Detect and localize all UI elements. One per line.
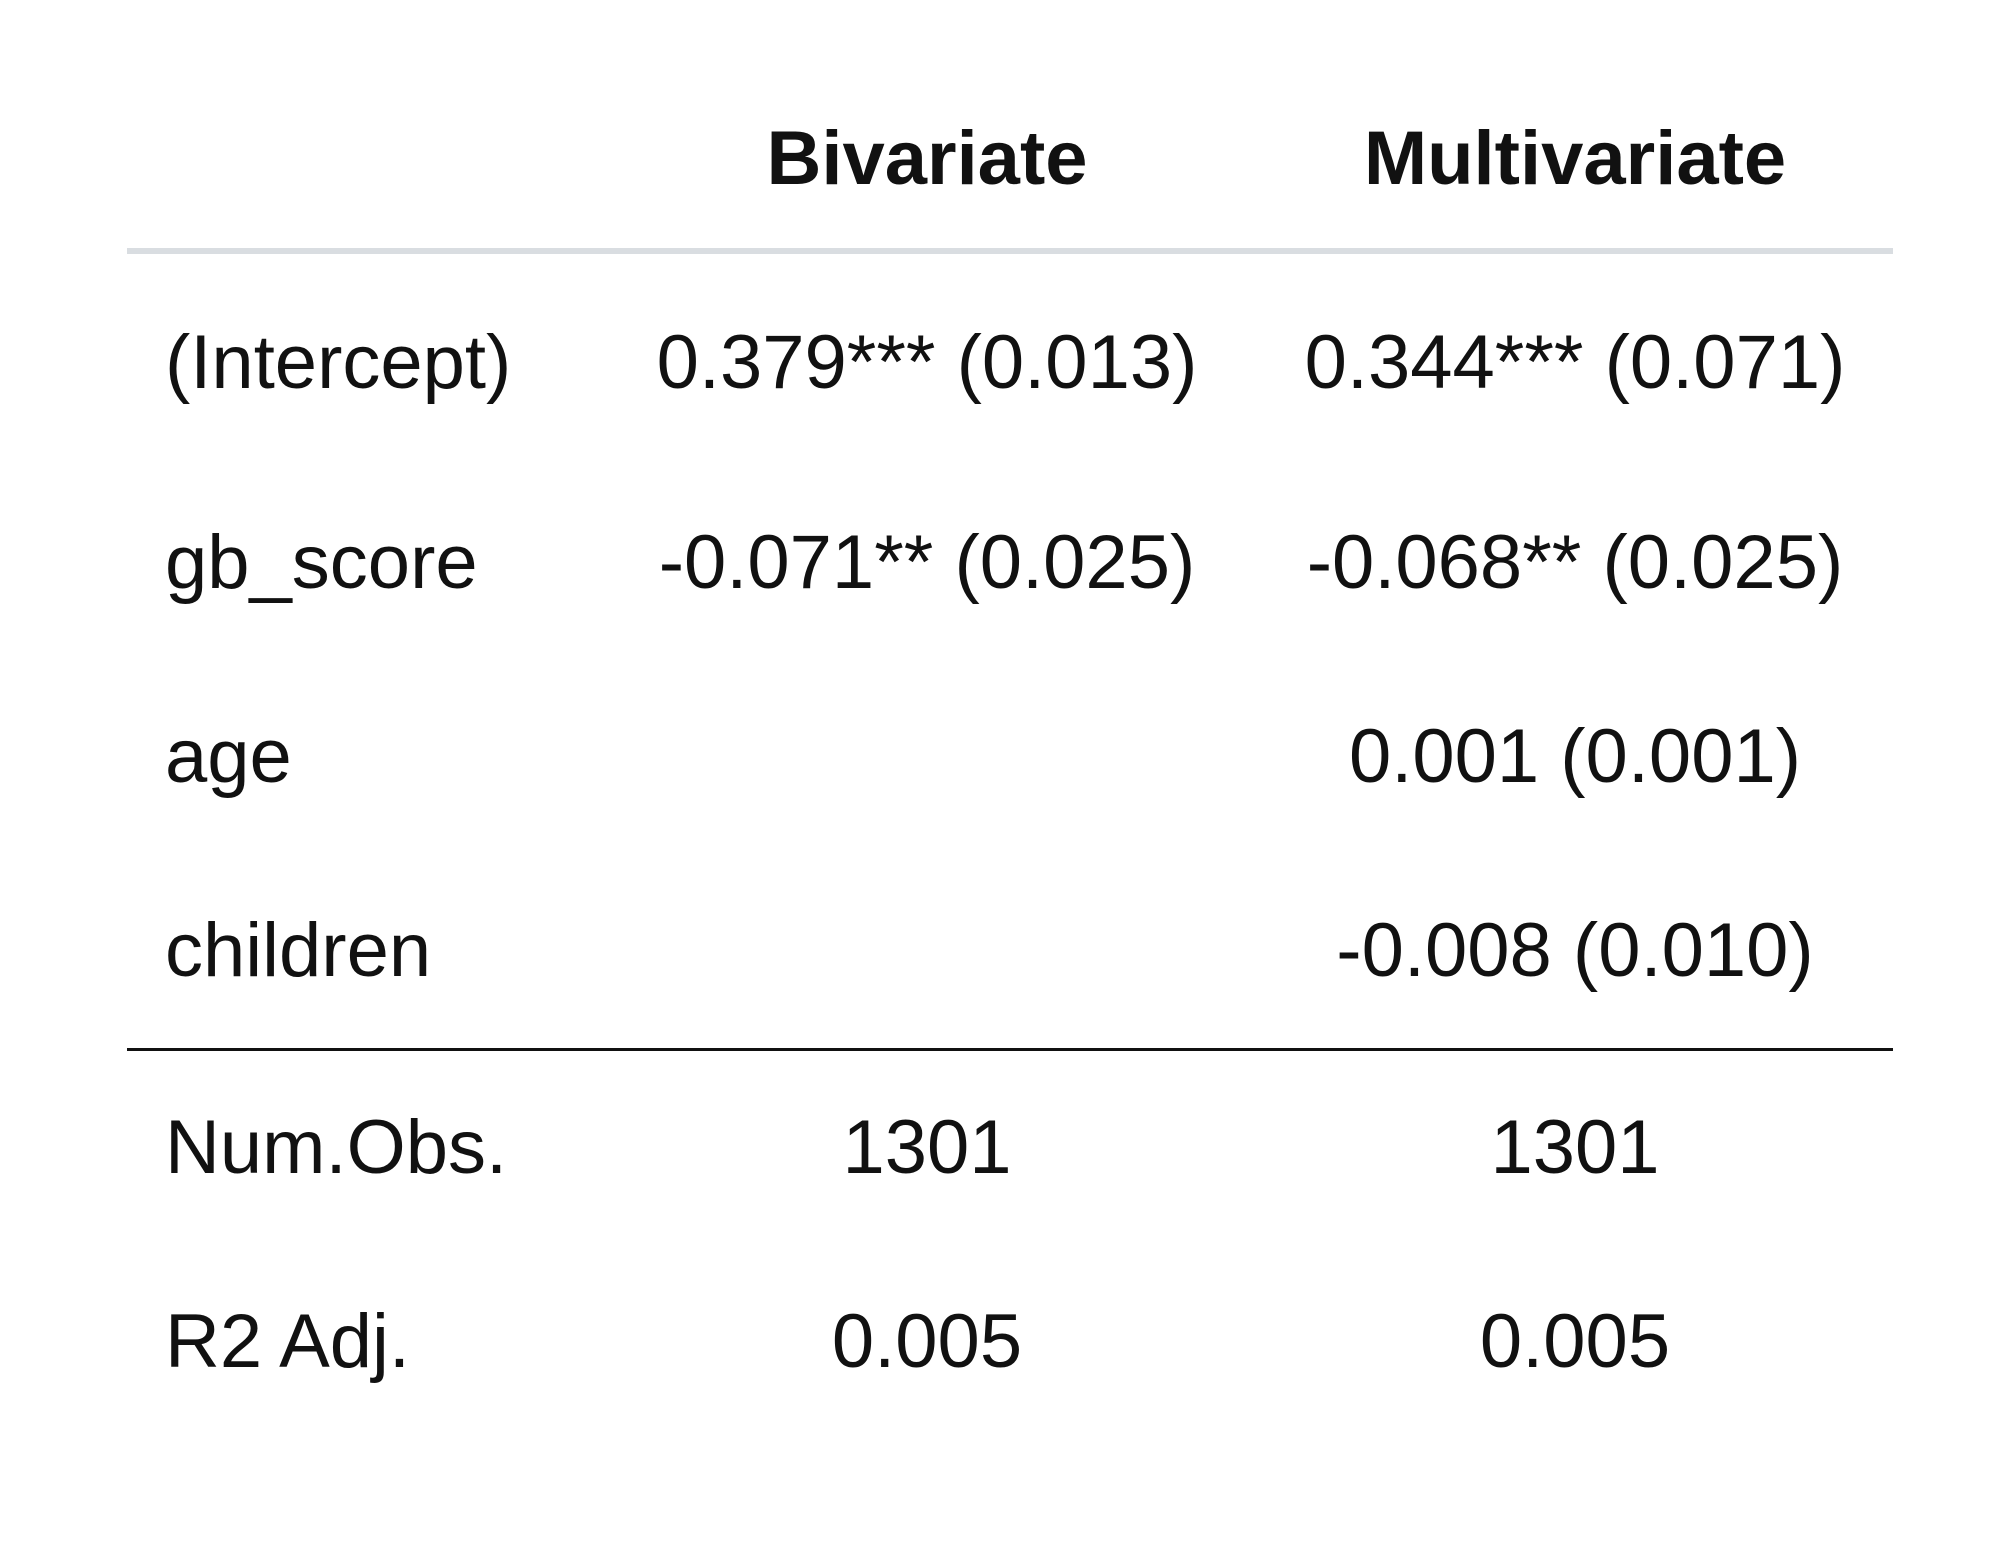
header-row: Bivariate Multivariate [127,70,1893,254]
stat-multivariate: 0.005 [1479,1299,1671,1384]
header-bivariate: Bivariate [597,70,1257,254]
regression-table: Bivariate Multivariate (Intercept) 0.379… [127,70,1893,1439]
table-row: gb_score -0.071** (0.025) -0.068** (0.02… [127,466,1893,660]
row-label: gb_score [165,520,478,605]
header-cell-empty [127,70,597,254]
table-row: children -0.008 (0.010) [127,854,1893,1050]
cell-bivariate [597,854,1257,1050]
stat-row: Num.Obs. 1301 1301 [127,1048,1893,1245]
cell-bivariate [597,660,1257,854]
stat-multivariate: 1301 [1257,1048,1893,1245]
table-body: (Intercept) 0.379*** (0.013) 0.344*** (0… [127,251,1893,1439]
cell-multivariate: -0.068** (0.025) [1306,520,1844,605]
row-label: age [165,714,292,799]
row-label: children [165,908,432,993]
stat-label: Num.Obs. [127,1048,597,1245]
row-label: (Intercept) [165,320,512,405]
header-multivariate: Multivariate [1257,70,1893,254]
cell-multivariate: -0.008 (0.010) [1336,908,1814,993]
stat-bivariate: 1301 [597,1048,1257,1245]
cell-bivariate: 0.379*** (0.013) [656,320,1198,405]
regression-table-container: Bivariate Multivariate (Intercept) 0.379… [127,70,1893,1439]
table-row: (Intercept) 0.379*** (0.013) 0.344*** (0… [127,251,1893,466]
table-row: age 0.001 (0.001) [127,660,1893,854]
stat-bivariate: 0.005 [831,1299,1023,1384]
cell-bivariate: -0.071** (0.025) [658,520,1196,605]
cell-multivariate: 0.001 (0.001) [1348,714,1802,799]
stat-row: R2 Adj. 0.005 0.005 [127,1245,1893,1439]
stat-label: R2 Adj. [165,1299,411,1384]
table-header: Bivariate Multivariate [127,70,1893,254]
cell-multivariate: 0.344*** (0.071) [1304,320,1846,405]
